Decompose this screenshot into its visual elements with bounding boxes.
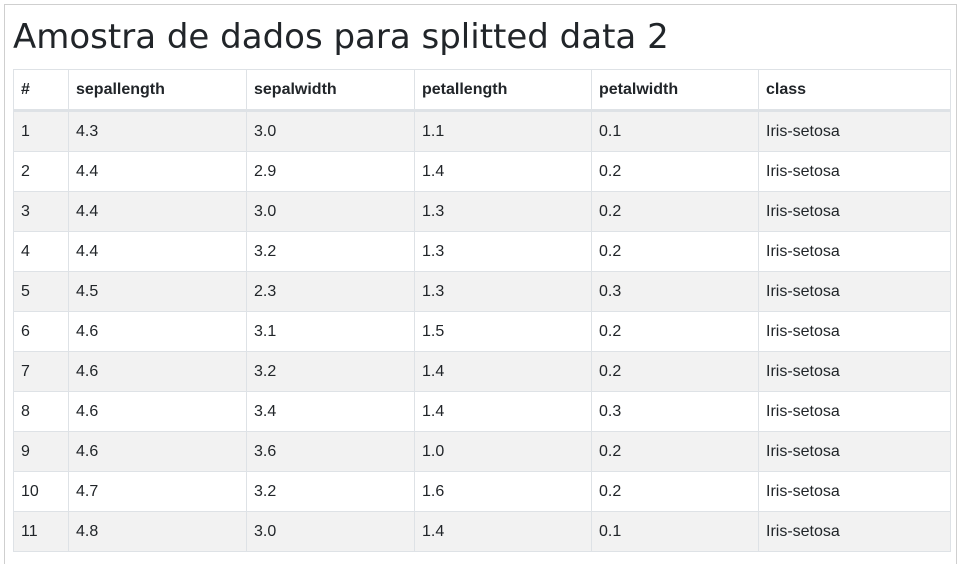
cell-sepallength: 4.6 — [68, 311, 247, 352]
cell-index: 9 — [13, 431, 69, 472]
cell-sepallength: 4.6 — [68, 391, 247, 432]
cell-sepalwidth: 3.0 — [246, 511, 415, 552]
cell-index: 1 — [13, 110, 69, 152]
cell-sepalwidth: 2.9 — [246, 151, 415, 192]
cell-petalwidth: 0.2 — [591, 351, 759, 392]
cell-class: Iris-setosa — [758, 471, 951, 512]
content-panel: Amostra de dados para splitted data 2 # … — [4, 4, 957, 564]
cell-sepalwidth: 3.2 — [246, 471, 415, 512]
cell-sepalwidth: 2.3 — [246, 271, 415, 312]
cell-petallength: 1.4 — [414, 391, 592, 432]
cell-petallength: 1.3 — [414, 231, 592, 272]
cell-index: 8 — [13, 391, 69, 432]
cell-sepalwidth: 3.6 — [246, 431, 415, 472]
cell-sepalwidth: 3.2 — [246, 351, 415, 392]
cell-petalwidth: 0.2 — [591, 231, 759, 272]
cell-index: 6 — [13, 311, 69, 352]
cell-petallength: 1.5 — [414, 311, 592, 352]
cell-class: Iris-setosa — [758, 311, 951, 352]
cell-sepallength: 4.3 — [68, 110, 247, 152]
cell-sepallength: 4.8 — [68, 511, 247, 552]
cell-index: 5 — [13, 271, 69, 312]
table-row: 9 4.6 3.6 1.0 0.2 Iris-setosa — [13, 431, 951, 472]
column-header-petalwidth: petalwidth — [591, 69, 759, 112]
cell-index: 7 — [13, 351, 69, 392]
cell-class: Iris-setosa — [758, 231, 951, 272]
cell-petallength: 1.1 — [414, 110, 592, 152]
column-header-sepallength: sepallength — [68, 69, 247, 112]
cell-class: Iris-setosa — [758, 391, 951, 432]
table-row: 2 4.4 2.9 1.4 0.2 Iris-setosa — [13, 151, 951, 192]
cell-class: Iris-setosa — [758, 151, 951, 192]
cell-sepallength: 4.4 — [68, 231, 247, 272]
cell-petalwidth: 0.2 — [591, 191, 759, 232]
cell-sepallength: 4.6 — [68, 351, 247, 392]
table-row: 8 4.6 3.4 1.4 0.3 Iris-setosa — [13, 391, 951, 432]
column-header-class: class — [758, 69, 951, 112]
cell-index: 2 — [13, 151, 69, 192]
cell-petalwidth: 0.1 — [591, 511, 759, 552]
column-header-petallength: petallength — [414, 69, 592, 112]
cell-petalwidth: 0.3 — [591, 271, 759, 312]
cell-sepalwidth: 3.4 — [246, 391, 415, 432]
cell-petalwidth: 0.2 — [591, 151, 759, 192]
table-header-row: # sepallength sepalwidth petallength pet… — [13, 69, 951, 112]
column-header-index: # — [13, 69, 69, 112]
cell-sepalwidth: 3.2 — [246, 231, 415, 272]
cell-petalwidth: 0.3 — [591, 391, 759, 432]
cell-class: Iris-setosa — [758, 511, 951, 552]
cell-petalwidth: 0.1 — [591, 110, 759, 152]
cell-class: Iris-setosa — [758, 431, 951, 472]
cell-petallength: 1.3 — [414, 191, 592, 232]
cell-index: 4 — [13, 231, 69, 272]
table-row: 6 4.6 3.1 1.5 0.2 Iris-setosa — [13, 311, 951, 352]
cell-index: 10 — [13, 471, 69, 512]
column-header-sepalwidth: sepalwidth — [246, 69, 415, 112]
cell-sepallength: 4.4 — [68, 191, 247, 232]
cell-sepalwidth: 3.0 — [246, 110, 415, 152]
table-row: 3 4.4 3.0 1.3 0.2 Iris-setosa — [13, 191, 951, 232]
cell-class: Iris-setosa — [758, 271, 951, 312]
table-row: 7 4.6 3.2 1.4 0.2 Iris-setosa — [13, 351, 951, 392]
table-row: 5 4.5 2.3 1.3 0.3 Iris-setosa — [13, 271, 951, 312]
cell-sepalwidth: 3.1 — [246, 311, 415, 352]
cell-class: Iris-setosa — [758, 110, 951, 152]
cell-index: 3 — [13, 191, 69, 232]
cell-petallength: 1.4 — [414, 351, 592, 392]
cell-petallength: 1.0 — [414, 431, 592, 472]
cell-petalwidth: 0.2 — [591, 311, 759, 352]
table-row: 10 4.7 3.2 1.6 0.2 Iris-setosa — [13, 471, 951, 512]
cell-class: Iris-setosa — [758, 351, 951, 392]
cell-sepallength: 4.6 — [68, 431, 247, 472]
table-row: 4 4.4 3.2 1.3 0.2 Iris-setosa — [13, 231, 951, 272]
cell-petallength: 1.6 — [414, 471, 592, 512]
cell-petallength: 1.4 — [414, 151, 592, 192]
cell-sepallength: 4.7 — [68, 471, 247, 512]
page-title: Amostra de dados para splitted data 2 — [13, 17, 669, 57]
cell-petallength: 1.3 — [414, 271, 592, 312]
cell-petallength: 1.4 — [414, 511, 592, 552]
data-table: # sepallength sepalwidth petallength pet… — [13, 69, 951, 552]
table-row: 1 4.3 3.0 1.1 0.1 Iris-setosa — [13, 110, 951, 152]
cell-sepallength: 4.4 — [68, 151, 247, 192]
cell-petalwidth: 0.2 — [591, 471, 759, 512]
cell-petalwidth: 0.2 — [591, 431, 759, 472]
table-row: 11 4.8 3.0 1.4 0.1 Iris-setosa — [13, 511, 951, 552]
cell-index: 11 — [13, 511, 69, 552]
cell-sepalwidth: 3.0 — [246, 191, 415, 232]
cell-class: Iris-setosa — [758, 191, 951, 232]
cell-sepallength: 4.5 — [68, 271, 247, 312]
